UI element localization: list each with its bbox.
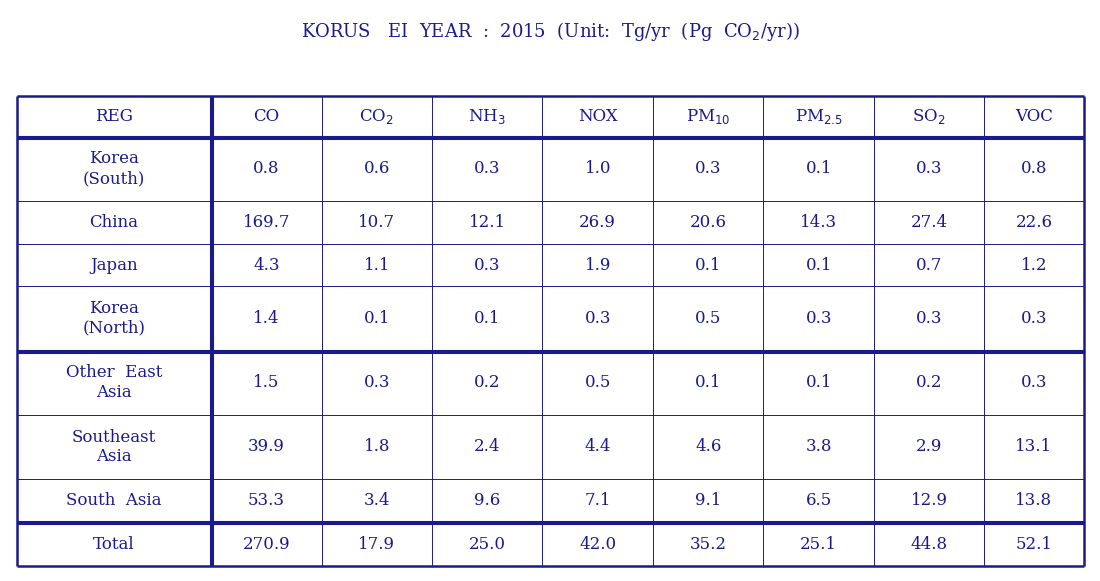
Text: 42.0: 42.0: [579, 536, 616, 553]
Text: PM$_{2.5}$: PM$_{2.5}$: [794, 107, 843, 125]
Text: 1.9: 1.9: [584, 257, 610, 274]
Text: 0.6: 0.6: [364, 160, 390, 177]
Text: 1.1: 1.1: [363, 257, 390, 274]
Text: China: China: [89, 214, 139, 231]
Text: 0.3: 0.3: [805, 310, 832, 327]
Text: 0.3: 0.3: [474, 257, 500, 274]
Text: 0.2: 0.2: [916, 374, 943, 391]
Text: 0.8: 0.8: [1021, 160, 1047, 177]
Text: VOC: VOC: [1015, 108, 1053, 125]
Text: 25.1: 25.1: [800, 536, 837, 553]
Text: 4.6: 4.6: [695, 439, 722, 456]
Text: 12.9: 12.9: [911, 492, 947, 509]
Text: NH$_3$: NH$_3$: [469, 107, 506, 125]
Text: 0.3: 0.3: [1021, 310, 1047, 327]
Text: 25.0: 25.0: [469, 536, 506, 553]
Text: South  Asia: South Asia: [66, 492, 162, 509]
Text: 53.3: 53.3: [248, 492, 285, 509]
Text: 0.2: 0.2: [474, 374, 500, 391]
Text: 0.3: 0.3: [363, 374, 390, 391]
Text: 1.5: 1.5: [253, 374, 279, 391]
Text: 0.1: 0.1: [695, 374, 722, 391]
Text: 17.9: 17.9: [359, 536, 395, 553]
Text: Other  East
Asia: Other East Asia: [66, 364, 162, 401]
Text: Korea
(South): Korea (South): [82, 150, 145, 187]
Text: 0.1: 0.1: [805, 160, 832, 177]
Text: 9.6: 9.6: [474, 492, 500, 509]
Text: REG: REG: [95, 108, 133, 125]
Text: 7.1: 7.1: [584, 492, 610, 509]
Text: 0.3: 0.3: [584, 310, 610, 327]
Text: 270.9: 270.9: [242, 536, 290, 553]
Text: 26.9: 26.9: [580, 214, 616, 231]
Text: 22.6: 22.6: [1015, 214, 1053, 231]
Text: 0.1: 0.1: [805, 374, 832, 391]
Text: 1.4: 1.4: [253, 310, 279, 327]
Text: 4.3: 4.3: [253, 257, 279, 274]
Text: Korea
(North): Korea (North): [82, 300, 145, 337]
Text: CO: CO: [253, 108, 279, 125]
Text: 44.8: 44.8: [911, 536, 948, 553]
Text: 35.2: 35.2: [690, 536, 727, 553]
Text: 1.8: 1.8: [363, 439, 390, 456]
Text: 0.3: 0.3: [916, 160, 943, 177]
Text: Total: Total: [94, 536, 134, 553]
Text: 0.3: 0.3: [695, 160, 722, 177]
Text: 2.9: 2.9: [916, 439, 943, 456]
Text: 14.3: 14.3: [800, 214, 837, 231]
Text: 169.7: 169.7: [243, 214, 290, 231]
Text: 0.1: 0.1: [805, 257, 832, 274]
Text: NOX: NOX: [578, 108, 617, 125]
Text: 9.1: 9.1: [695, 492, 722, 509]
Text: 27.4: 27.4: [911, 214, 948, 231]
Text: 39.9: 39.9: [248, 439, 285, 456]
Text: 2.4: 2.4: [474, 439, 500, 456]
Text: 0.7: 0.7: [916, 257, 943, 274]
Text: 0.3: 0.3: [1021, 374, 1047, 391]
Text: 20.6: 20.6: [690, 214, 727, 231]
Text: 0.8: 0.8: [253, 160, 279, 177]
Text: KORUS   EI  YEAR  :  2015  (Unit:  Tg/yr  (Pg  CO$_2$/yr)): KORUS EI YEAR : 2015 (Unit: Tg/yr (Pg CO…: [300, 20, 800, 44]
Text: Southeast
Asia: Southeast Asia: [72, 429, 156, 465]
Text: 1.2: 1.2: [1021, 257, 1047, 274]
Text: 4.4: 4.4: [584, 439, 610, 456]
Text: 0.3: 0.3: [474, 160, 500, 177]
Text: 1.0: 1.0: [584, 160, 610, 177]
Text: CO$_2$: CO$_2$: [360, 107, 394, 125]
Text: 13.8: 13.8: [1015, 492, 1053, 509]
Text: 3.4: 3.4: [363, 492, 390, 509]
Text: 12.1: 12.1: [469, 214, 506, 231]
Text: 0.1: 0.1: [474, 310, 500, 327]
Text: SO$_2$: SO$_2$: [912, 107, 946, 125]
Text: Japan: Japan: [90, 257, 138, 274]
Text: PM$_{10}$: PM$_{10}$: [686, 107, 730, 125]
Text: 13.1: 13.1: [1015, 439, 1053, 456]
Text: 0.1: 0.1: [695, 257, 722, 274]
Text: 6.5: 6.5: [805, 492, 832, 509]
Text: 0.5: 0.5: [695, 310, 722, 327]
Text: 52.1: 52.1: [1015, 536, 1053, 553]
Text: 10.7: 10.7: [359, 214, 395, 231]
Text: 0.3: 0.3: [916, 310, 943, 327]
Text: 3.8: 3.8: [805, 439, 832, 456]
Text: 0.1: 0.1: [363, 310, 390, 327]
Text: 0.5: 0.5: [584, 374, 610, 391]
